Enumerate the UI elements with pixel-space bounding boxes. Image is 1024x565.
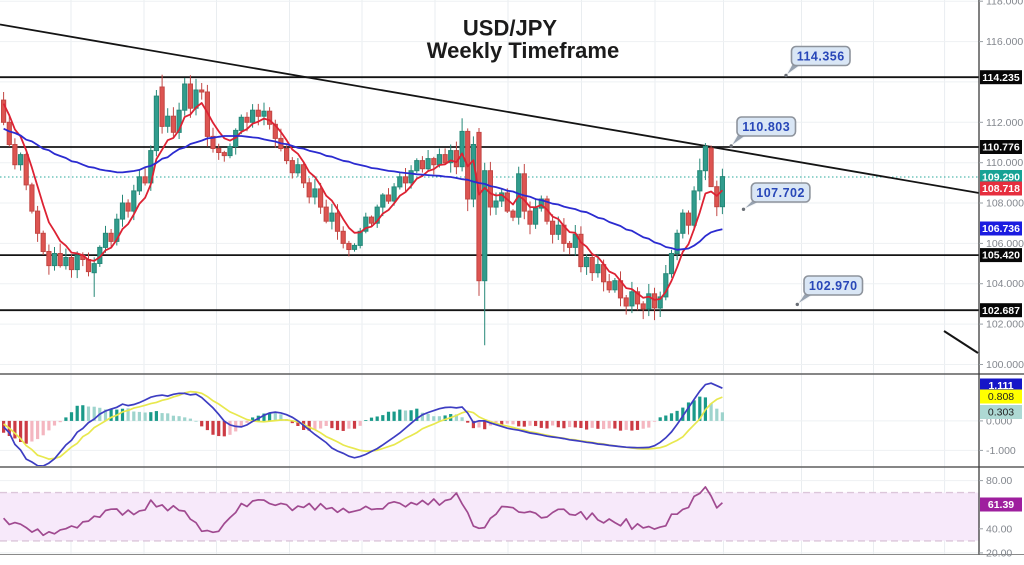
- svg-text:0.808: 0.808: [988, 391, 1014, 403]
- svg-text:102.000: 102.000: [986, 319, 1024, 331]
- svg-text:40.00: 40.00: [986, 523, 1012, 535]
- svg-text:116.000: 116.000: [986, 36, 1023, 48]
- svg-text:109.290: 109.290: [982, 172, 1020, 184]
- svg-text:112.000: 112.000: [986, 117, 1023, 129]
- svg-text:105.420: 105.420: [982, 250, 1020, 262]
- svg-text:20.00: 20.00: [986, 547, 1012, 559]
- svg-text:102.687: 102.687: [982, 305, 1020, 317]
- svg-text:110.000: 110.000: [986, 157, 1023, 169]
- svg-text:104.000: 104.000: [986, 278, 1024, 290]
- svg-text:114.356: 114.356: [797, 49, 845, 63]
- svg-text:114.235: 114.235: [982, 72, 1020, 84]
- svg-text:110.803: 110.803: [742, 120, 790, 134]
- svg-text:107.702: 107.702: [756, 186, 805, 200]
- svg-text:Weekly Timeframe: Weekly Timeframe: [427, 38, 619, 63]
- svg-text:0.303: 0.303: [988, 407, 1014, 419]
- svg-text:61.39: 61.39: [988, 499, 1014, 511]
- svg-text:USD/JPY: USD/JPY: [463, 16, 557, 41]
- svg-text:1.111: 1.111: [988, 380, 1013, 392]
- svg-text:108.718: 108.718: [982, 183, 1020, 195]
- svg-text:118.000: 118.000: [986, 0, 1023, 8]
- svg-text:102.970: 102.970: [809, 279, 858, 293]
- svg-text:108.000: 108.000: [986, 198, 1024, 210]
- svg-text:-1.000: -1.000: [986, 445, 1016, 457]
- svg-text:106.736: 106.736: [982, 223, 1020, 235]
- svg-text:106.000: 106.000: [986, 238, 1024, 250]
- svg-text:80.00: 80.00: [986, 475, 1012, 487]
- svg-text:110.776: 110.776: [982, 142, 1020, 154]
- svg-text:100.000: 100.000: [986, 359, 1024, 371]
